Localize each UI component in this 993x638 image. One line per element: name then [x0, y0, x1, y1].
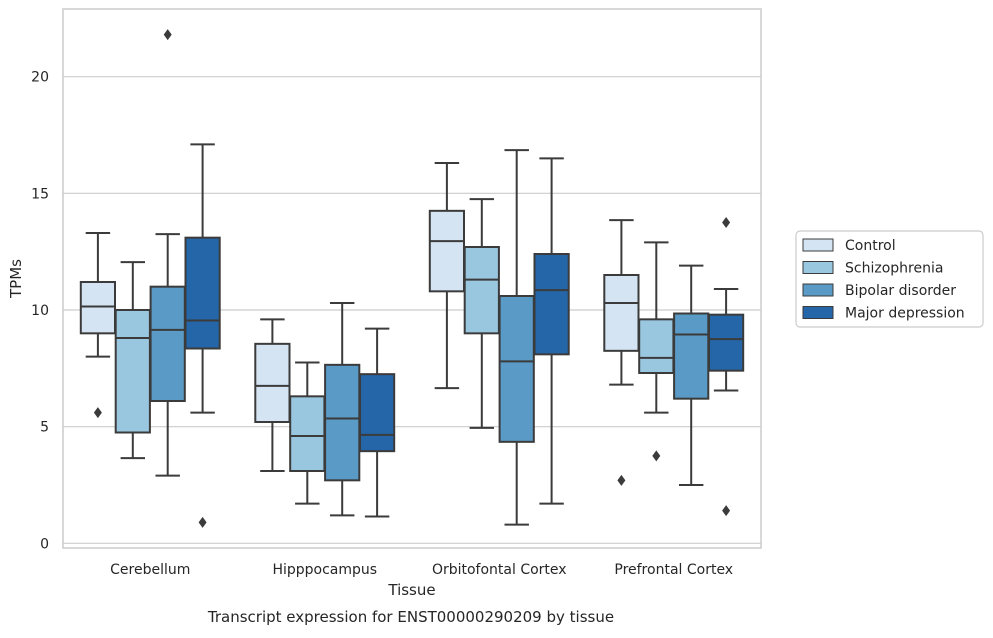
box	[707, 217, 745, 517]
box	[254, 318, 291, 472]
box-body	[358, 373, 396, 453]
legend-item: Control	[802, 238, 896, 254]
box	[498, 149, 535, 526]
box-body	[463, 246, 500, 335]
y-tick-label: 10	[31, 303, 49, 319]
box	[114, 261, 151, 460]
box	[428, 162, 466, 390]
box	[79, 232, 117, 419]
x-axis-label: Tissue	[387, 581, 435, 599]
box	[638, 241, 675, 462]
box-body	[324, 363, 361, 482]
box-group	[79, 29, 221, 528]
x-tick-labels: Cerebellum Hipppocampus Orbitofontal Corte…	[110, 562, 733, 578]
box	[463, 198, 500, 429]
chart-caption: Transcript expression for ENST0000029020…	[207, 608, 614, 626]
legend-swatch	[802, 261, 834, 274]
legend-label: Control	[845, 238, 896, 254]
x-tick-label: Orbitofontal Cortex	[432, 562, 567, 578]
legend-label: Bipolar disorder	[845, 283, 956, 299]
box-body	[184, 236, 221, 350]
box-body	[428, 209, 466, 293]
y-axis-label: TPMs	[7, 259, 25, 299]
outlier-point	[652, 450, 661, 462]
x-tick-label: Prefrontal Cortex	[614, 562, 733, 578]
x-tick-label: Hipppocampus	[272, 562, 377, 578]
legend-item: Schizophrenia	[802, 261, 943, 277]
box-body	[603, 274, 640, 352]
box	[358, 327, 396, 518]
legend-frame	[795, 230, 984, 328]
box-body	[79, 281, 117, 335]
box-body	[254, 342, 291, 424]
outlier-point	[722, 505, 731, 517]
box	[603, 219, 640, 486]
y-tick-labels: 0 5 10 15 20	[31, 70, 49, 553]
y-tick-label: 5	[40, 420, 49, 436]
legend-swatch	[802, 306, 834, 319]
box	[149, 29, 186, 477]
box-groups	[79, 29, 745, 528]
legend-item: Major depression	[802, 306, 965, 322]
y-tick-label: 20	[31, 70, 49, 86]
legend-swatch	[802, 283, 834, 297]
box	[324, 302, 361, 517]
y-tick-label: 0	[40, 536, 49, 552]
box-group	[254, 302, 396, 518]
plot-frame	[62, 8, 762, 549]
outlier-point	[198, 516, 207, 528]
outlier-point	[163, 29, 172, 41]
outlier-point	[617, 474, 626, 486]
box	[673, 264, 710, 486]
legend-label: Major depression	[845, 306, 965, 322]
outlier-point	[93, 407, 102, 419]
box	[289, 361, 326, 505]
legend-item: Bipolar disorder	[802, 283, 956, 299]
box-group	[603, 217, 745, 517]
box-body	[638, 318, 675, 375]
box	[533, 157, 570, 505]
box	[184, 143, 221, 528]
box-body	[707, 313, 745, 372]
outlier-point	[722, 217, 731, 228]
legend-swatch	[802, 238, 834, 252]
box-body	[673, 312, 710, 400]
box-body	[149, 285, 186, 402]
box-body	[114, 309, 151, 434]
box-body	[498, 295, 535, 443]
legend: Control Schizophrenia Bipolar disorder Majo…	[795, 230, 984, 328]
x-tick-label: Cerebellum	[110, 562, 190, 578]
box-body	[289, 395, 326, 473]
box-body	[533, 253, 570, 356]
box-group	[428, 149, 570, 526]
y-tick-label: 15	[31, 186, 49, 202]
legend-label: Schizophrenia	[845, 261, 943, 277]
